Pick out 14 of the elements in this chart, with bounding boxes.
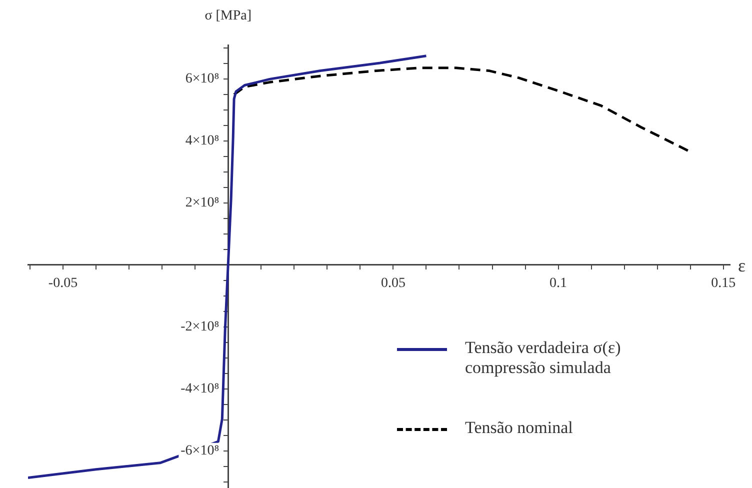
y-tick-label: -6×10⁸: [180, 443, 220, 458]
legend-label: Tensão nominal: [465, 418, 574, 438]
y-axis-title: σ [MPa]: [204, 8, 252, 24]
x-tick-label: 0.15: [711, 276, 736, 292]
x-tick-label: -0.05: [48, 276, 78, 292]
x-tick-label: 0.05: [380, 276, 406, 292]
y-tick-label: 2×10⁸: [185, 196, 220, 211]
y-tick-label: 6×10⁸: [185, 72, 220, 87]
x-axis-title: ε: [738, 256, 746, 276]
x-tick-label: 0.1: [550, 276, 568, 292]
y-tick-label: 4×10⁸: [185, 134, 220, 149]
y-tick-label: -4×10⁸: [180, 382, 220, 397]
legend-label: Tensão verdadeira σ(ε) compressão simulada: [465, 338, 622, 378]
y-tick-label: -2×10⁸: [180, 320, 220, 335]
